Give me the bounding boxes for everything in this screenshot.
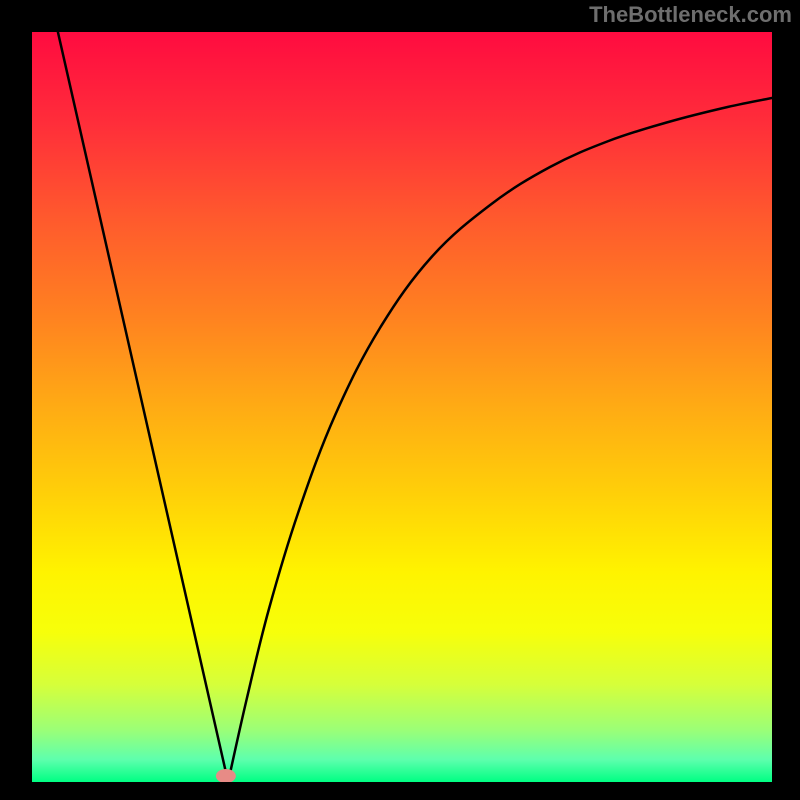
- bottleneck-curve: [58, 32, 772, 782]
- chart-container: TheBottleneck.com: [0, 0, 800, 800]
- minimum-marker: [216, 769, 236, 782]
- watermark-text: TheBottleneck.com: [589, 2, 792, 28]
- plot-area: [32, 32, 772, 782]
- curve-layer: [32, 32, 772, 782]
